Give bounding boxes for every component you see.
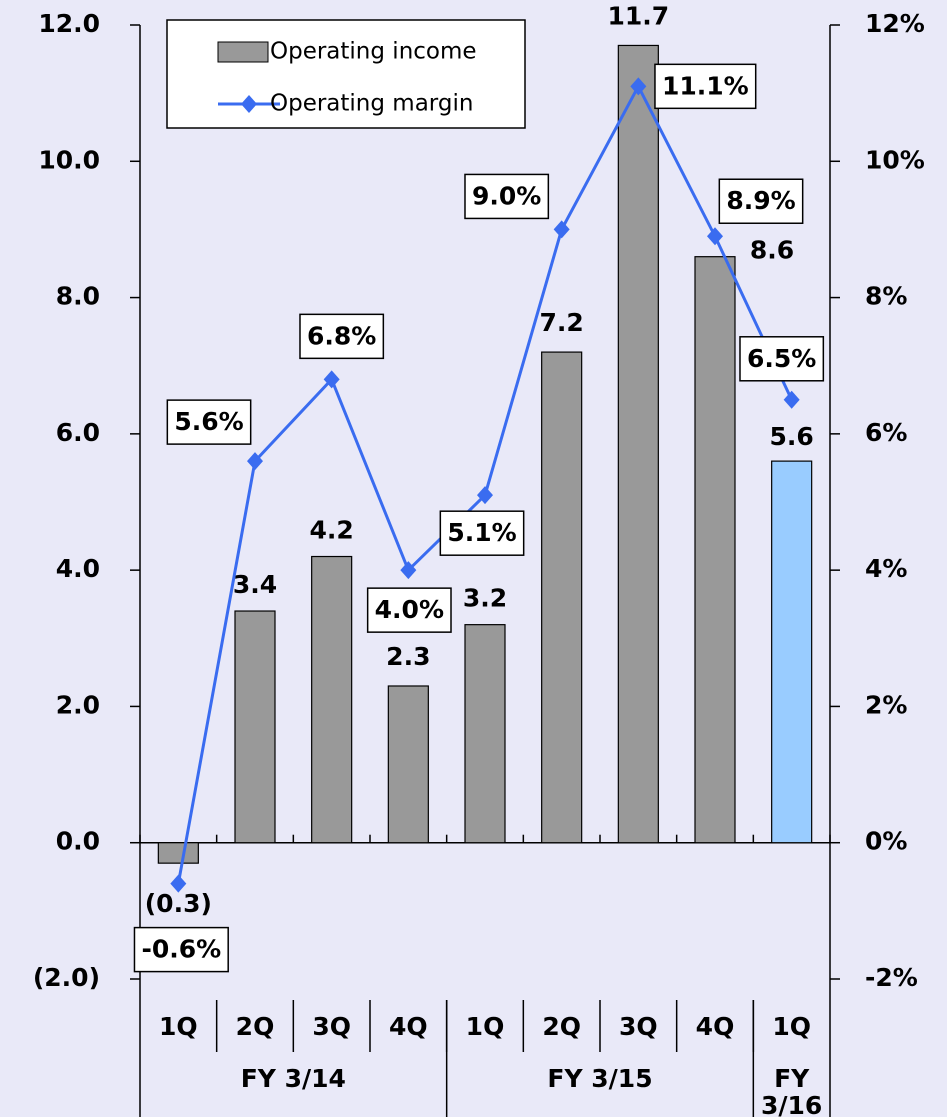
bar bbox=[694, 256, 736, 844]
label-box bbox=[439, 510, 525, 556]
bar bbox=[234, 610, 276, 844]
y2-tick-label: 2% bbox=[865, 690, 907, 719]
line-value-label: 4.0% bbox=[366, 587, 452, 633]
marker bbox=[400, 561, 417, 580]
label-box bbox=[133, 926, 229, 973]
bar bbox=[311, 555, 353, 844]
line-value-text: 6.8% bbox=[307, 321, 376, 350]
line-value-label: 5.1% bbox=[439, 510, 525, 556]
line-value-label: 8.9% bbox=[718, 178, 804, 224]
bar-value-label: 5.6 bbox=[770, 422, 814, 451]
marker bbox=[323, 370, 340, 389]
line-value-text: 9.0% bbox=[472, 181, 541, 210]
y2-tick-label: -2% bbox=[865, 963, 918, 992]
label-box bbox=[654, 63, 757, 110]
bar bbox=[464, 624, 506, 844]
y2-tick-label: 4% bbox=[865, 554, 907, 583]
y2-tick-label: 6% bbox=[865, 418, 907, 447]
legend-label: Operating margin bbox=[270, 91, 473, 117]
x-tick-label: 4Q bbox=[696, 1012, 735, 1041]
line-value-text: 11.1% bbox=[662, 71, 749, 100]
line-value-label: 9.0% bbox=[464, 173, 550, 220]
y2-tick-label: 10% bbox=[865, 145, 925, 174]
label-box bbox=[718, 178, 804, 224]
group-label: FY 3/16 bbox=[761, 1064, 822, 1117]
line-value-label: 5.6% bbox=[166, 399, 252, 445]
x-tick-label: 2Q bbox=[542, 1012, 581, 1041]
marker bbox=[170, 874, 187, 893]
bar-value-label: (0.3) bbox=[145, 889, 212, 918]
line-value-label: 6.8% bbox=[299, 313, 385, 360]
label-box bbox=[366, 587, 452, 633]
label-box bbox=[464, 173, 550, 220]
bar bbox=[617, 44, 659, 844]
marker bbox=[630, 77, 647, 96]
line-value-text: 8.9% bbox=[726, 186, 795, 215]
label-box bbox=[166, 399, 252, 445]
bar-value-label: 4.2 bbox=[310, 516, 354, 545]
marker bbox=[553, 220, 570, 239]
bar bbox=[387, 685, 429, 844]
y-tick-label: 4.0 bbox=[56, 554, 100, 583]
bar bbox=[771, 460, 813, 844]
label-box bbox=[299, 313, 385, 360]
bar-value-label: 8.6 bbox=[750, 236, 794, 265]
bar-value-label: 7.2 bbox=[540, 308, 584, 337]
x-tick-label: 1Q bbox=[466, 1012, 505, 1041]
marker bbox=[247, 452, 263, 471]
bar-value-label: 2.3 bbox=[386, 642, 430, 671]
line-value-text: 5.1% bbox=[447, 518, 516, 547]
y2-tick-label: 0% bbox=[865, 827, 907, 856]
y2-tick-label: 12% bbox=[865, 9, 925, 38]
bar-value-label: 11.7 bbox=[607, 1, 669, 30]
line-value-label: -0.6% bbox=[133, 926, 229, 973]
group-label: FY 3/14 bbox=[241, 1064, 346, 1093]
line-value-text: 6.5% bbox=[747, 344, 816, 373]
legend-box bbox=[166, 19, 526, 129]
y-tick-label: 6.0 bbox=[56, 418, 100, 447]
line-value-text: 4.0% bbox=[375, 595, 444, 624]
y-tick-label: 0.0 bbox=[56, 827, 100, 856]
bar bbox=[157, 842, 199, 864]
x-tick-label: 4Q bbox=[389, 1012, 428, 1041]
bar bbox=[541, 351, 583, 844]
legend-swatch bbox=[217, 41, 269, 63]
x-tick-label: 2Q bbox=[236, 1012, 275, 1041]
bar-value-label: 3.2 bbox=[463, 584, 507, 613]
line-value-label: 11.1% bbox=[654, 63, 757, 110]
label-box bbox=[739, 336, 825, 382]
marker bbox=[477, 486, 493, 505]
y-tick-label: 12.0 bbox=[38, 9, 100, 38]
legend-marker bbox=[241, 95, 257, 113]
marker bbox=[783, 390, 800, 409]
group-label: FY 3/15 bbox=[547, 1064, 652, 1093]
legend: Operating income Operating margin bbox=[166, 19, 526, 129]
line-value-label: 6.5% bbox=[739, 336, 825, 382]
x-tick-label: 1Q bbox=[159, 1012, 198, 1041]
line-value-text: 5.6% bbox=[174, 407, 243, 436]
line-value-text: -0.6% bbox=[141, 935, 221, 964]
x-tick-label: 1Q bbox=[772, 1012, 811, 1041]
y2-tick-label: 8% bbox=[865, 282, 907, 311]
bar-value-label: 3.4 bbox=[233, 570, 277, 599]
legend-label: Operating income bbox=[270, 39, 477, 65]
y-tick-label: (2.0) bbox=[33, 963, 100, 992]
x-tick-label: 3Q bbox=[312, 1012, 351, 1041]
y-tick-label: 8.0 bbox=[56, 282, 100, 311]
y-tick-label: 2.0 bbox=[56, 690, 100, 719]
x-tick-label: 3Q bbox=[619, 1012, 658, 1041]
y-tick-label: 10.0 bbox=[38, 145, 100, 174]
marker bbox=[707, 227, 723, 246]
